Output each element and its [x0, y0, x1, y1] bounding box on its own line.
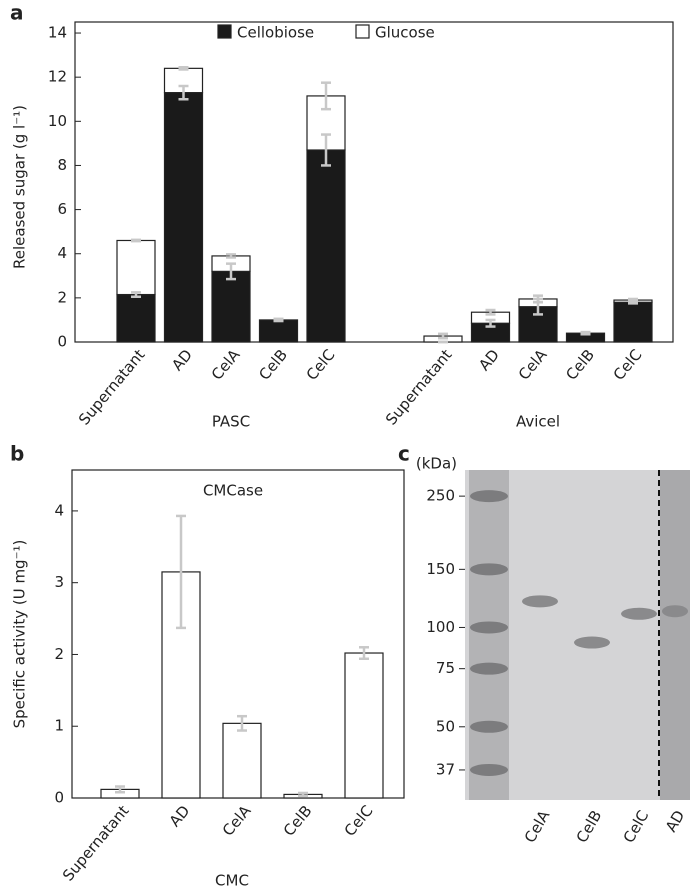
bar-segment — [258, 319, 299, 343]
bar-segment — [116, 239, 156, 296]
y-tick-label: 50 — [436, 717, 455, 735]
x-tick-label: AD — [166, 802, 194, 830]
bar-segment — [163, 92, 204, 343]
x-tick-label: AD — [168, 346, 196, 374]
ladder-band — [470, 490, 508, 503]
bar — [344, 652, 384, 799]
ladder-lane — [469, 470, 509, 800]
ad-lane — [660, 470, 690, 800]
x-tick-label: CelA — [219, 801, 255, 839]
legend-label: Glucose — [375, 24, 435, 42]
y-axis-label: Specific activity (U mg⁻¹) — [11, 540, 29, 729]
bar-segment — [306, 149, 346, 343]
lane-label: CelB — [573, 807, 606, 846]
y-tick-label: 100 — [426, 618, 455, 636]
x-tick-label: Supernatant — [59, 802, 133, 885]
protein-band — [522, 595, 558, 608]
bar-segment — [116, 293, 156, 343]
y-tick-label: 4 — [54, 501, 64, 519]
protein-band — [574, 636, 610, 649]
x-axis-label: CMC — [215, 872, 249, 890]
x-tick-label: CelB — [562, 346, 598, 384]
x-tick-label: CelA — [208, 345, 244, 383]
x-tick-label: CelA — [515, 345, 551, 383]
y-tick-label: 1 — [54, 717, 64, 735]
ladder-band — [470, 563, 508, 576]
y-tick-label: 3 — [54, 573, 64, 591]
lane-label: CelA — [521, 807, 554, 846]
legend-swatch — [217, 24, 232, 39]
group-label: PASC — [212, 413, 250, 431]
ladder-band — [470, 720, 508, 733]
legend-label: Cellobiose — [237, 24, 314, 42]
y-tick-label: 6 — [57, 200, 67, 218]
y-tick-label: 0 — [54, 789, 64, 807]
x-tick-label: CelC — [303, 346, 339, 384]
ladder-band — [470, 763, 508, 776]
x-tick-label: CelB — [255, 346, 291, 384]
x-tick-label: Supernatant — [75, 346, 149, 429]
y-tick-label: 0 — [57, 333, 67, 351]
x-tick-label: CelC — [341, 802, 377, 840]
y-tick-label: 12 — [48, 68, 67, 86]
plot-frame — [74, 21, 674, 343]
y-tick-label: 250 — [426, 487, 455, 505]
x-tick-label: AD — [475, 346, 503, 374]
annotation: CMCase — [203, 482, 263, 500]
y-axis-label: Released sugar (g l⁻¹) — [11, 105, 29, 269]
y-tick-label: 10 — [48, 112, 67, 130]
y-tick-label: 4 — [57, 244, 67, 262]
panel-label: c — [398, 442, 410, 466]
bar-segment — [613, 301, 653, 343]
ladder-band — [470, 621, 508, 634]
bar — [222, 722, 262, 799]
panel-label: a — [10, 1, 24, 25]
group-label: Avicel — [516, 413, 560, 431]
y-tick-label: 37 — [436, 760, 455, 778]
legend-swatch — [355, 24, 370, 39]
y-axis-label: (kDa) — [416, 455, 457, 473]
y-tick-label: 150 — [426, 560, 455, 578]
panel-label: b — [10, 442, 24, 466]
lane-label: AD — [662, 807, 688, 835]
protein-band — [662, 605, 688, 618]
y-tick-label: 14 — [48, 24, 67, 42]
y-tick-label: 2 — [57, 288, 67, 306]
lane-label: CelC — [620, 807, 653, 846]
y-tick-label: 75 — [436, 659, 455, 677]
ladder-band — [470, 662, 508, 675]
bar-segment — [211, 270, 251, 343]
y-tick-label: 8 — [57, 156, 67, 174]
y-tick-label: 2 — [54, 645, 64, 663]
x-tick-label: CelC — [610, 346, 646, 384]
x-tick-label: CelB — [280, 802, 316, 840]
protein-band — [621, 607, 657, 620]
x-tick-label: Supernatant — [382, 346, 456, 429]
